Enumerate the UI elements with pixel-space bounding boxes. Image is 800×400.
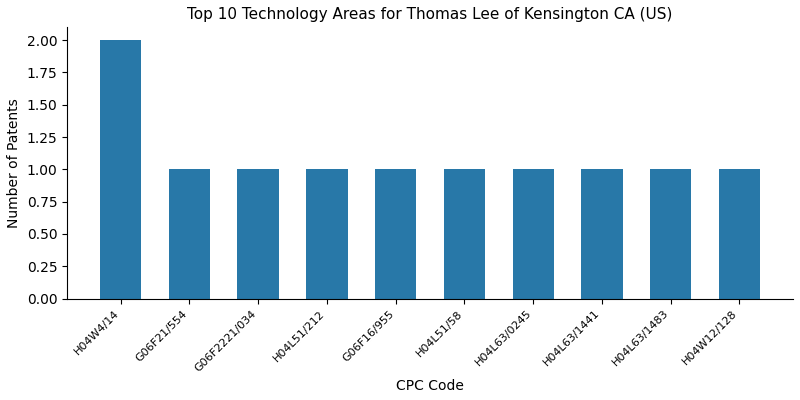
Bar <box>169 169 210 298</box>
Bar <box>582 169 622 298</box>
Y-axis label: Number of Patents: Number of Patents <box>7 98 21 228</box>
X-axis label: CPC Code: CPC Code <box>396 379 464 393</box>
Bar <box>306 169 347 298</box>
Bar <box>718 169 760 298</box>
Bar <box>100 40 142 298</box>
Bar <box>650 169 691 298</box>
Title: Top 10 Technology Areas for Thomas Lee of Kensington CA (US): Top 10 Technology Areas for Thomas Lee o… <box>187 7 673 22</box>
Bar <box>513 169 554 298</box>
Bar <box>238 169 278 298</box>
Bar <box>375 169 416 298</box>
Bar <box>444 169 485 298</box>
